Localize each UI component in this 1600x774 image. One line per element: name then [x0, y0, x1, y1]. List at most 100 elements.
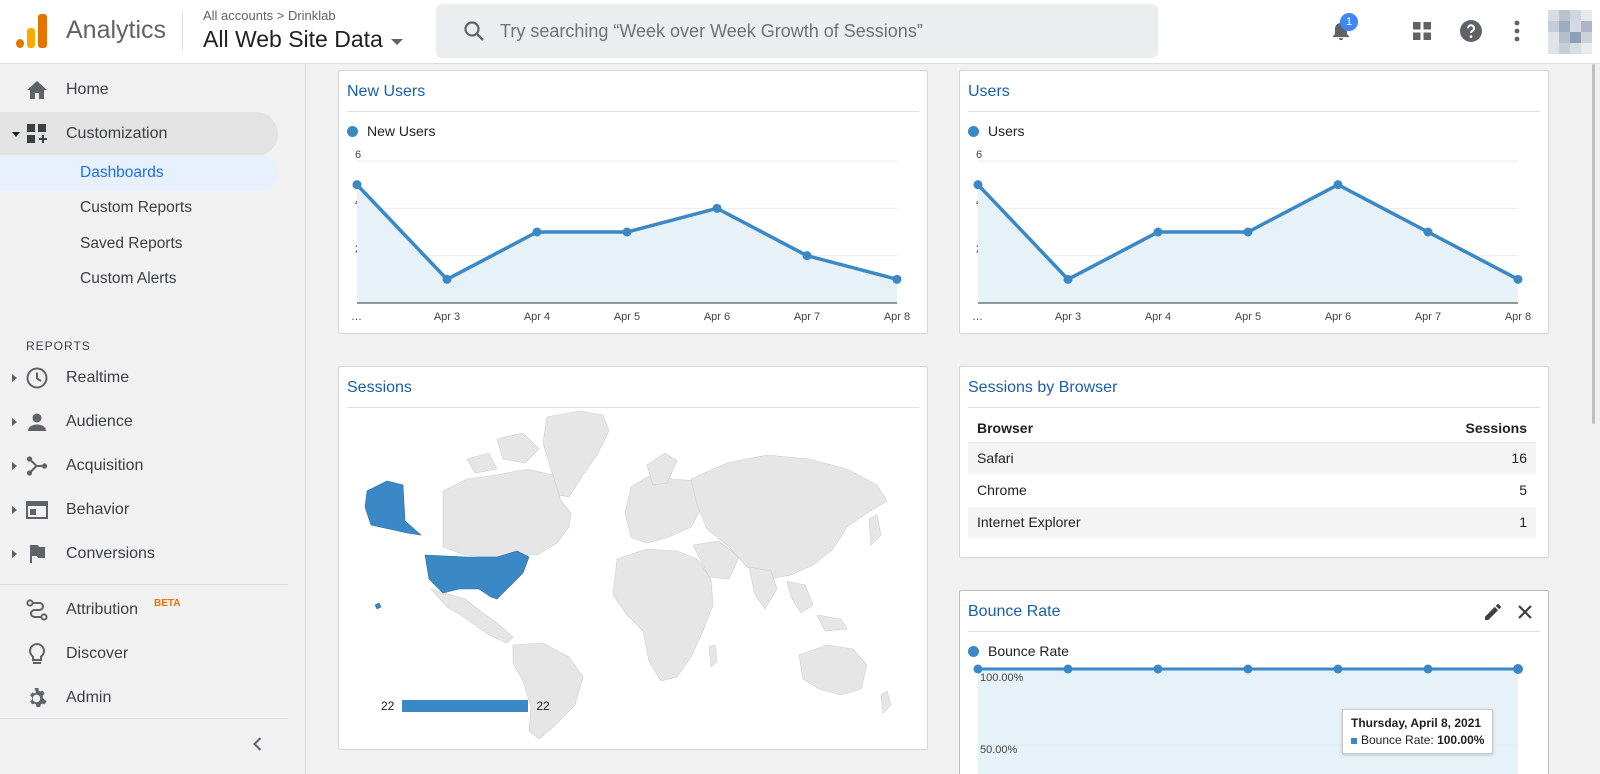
- sidebar-item-custom-alerts[interactable]: Custom Alerts: [0, 261, 278, 297]
- sidebar-item-label: Home: [66, 81, 109, 98]
- sidebar-item-home[interactable]: Home: [0, 68, 278, 112]
- search-icon: [464, 21, 484, 41]
- table-row[interactable]: Chrome 5: [968, 474, 1536, 507]
- widget-title[interactable]: New Users: [347, 83, 426, 100]
- widget-title-divider: [347, 407, 919, 408]
- legend-label: New Users: [367, 123, 436, 139]
- data-point: [1333, 664, 1343, 674]
- x-tick-label: Apr 8: [1505, 311, 1531, 323]
- sessions-world-map[interactable]: [347, 409, 913, 740]
- map-continent-europe: [624, 474, 704, 544]
- avatar[interactable]: [1548, 10, 1592, 54]
- sidebar-item-label: Conversions: [66, 545, 155, 562]
- attribution-icon: [26, 599, 48, 621]
- data-point: [1153, 664, 1163, 674]
- map-arctic-islands: [466, 432, 540, 474]
- y-tick-label: 100.00%: [980, 672, 1024, 684]
- sidebar-item-label: Dashboards: [80, 164, 164, 181]
- breadcrumb-account[interactable]: Drinklab: [287, 8, 336, 23]
- sidebar-item-discover[interactable]: Discover: [0, 632, 278, 676]
- behavior-icon: [26, 499, 48, 521]
- data-point: [1153, 227, 1163, 237]
- x-tick-label: Apr 4: [524, 311, 550, 323]
- sidebar-item-customization[interactable]: Customization: [0, 112, 278, 156]
- search-box[interactable]: [436, 4, 1158, 58]
- sidebar-item-label: Discover: [66, 645, 129, 662]
- more-button[interactable]: [1502, 16, 1532, 46]
- column-header-sessions[interactable]: Sessions: [1311, 415, 1536, 443]
- sidebar-item-custom-reports[interactable]: Custom Reports: [0, 190, 278, 226]
- sidebar-item-acquisition[interactable]: Acquisition: [0, 444, 278, 488]
- data-point: [712, 203, 722, 213]
- notifications-button[interactable]: 1: [1326, 13, 1358, 46]
- chart-legend: New Users: [347, 123, 435, 139]
- widget-title[interactable]: Bounce Rate: [968, 603, 1061, 620]
- series-area: [978, 184, 1518, 303]
- x-tick-label: Apr 7: [1415, 311, 1441, 323]
- map-region-scandinavia: [646, 452, 678, 486]
- expand-arrow-icon: [12, 374, 17, 382]
- x-tick-label: Apr 4: [1145, 311, 1171, 323]
- data-point: [1243, 664, 1253, 674]
- table-row[interactable]: Safari 16: [968, 442, 1536, 475]
- data-point: [1423, 227, 1433, 237]
- sidebar-item-label: Admin: [66, 689, 112, 706]
- column-header-browser[interactable]: Browser: [968, 415, 1312, 443]
- sidebar-item-dashboards[interactable]: Dashboards: [0, 155, 278, 191]
- sidebar-item-label: Custom Reports: [80, 199, 192, 216]
- clock-icon: [26, 367, 48, 389]
- sidebar-divider: [0, 718, 288, 719]
- x-tick-label: Apr 5: [1235, 311, 1261, 323]
- edit-widget-button[interactable]: [1484, 603, 1502, 621]
- notification-badge: 1: [1340, 13, 1358, 31]
- analytics-logo-icon[interactable]: [16, 14, 48, 48]
- data-point: [973, 664, 983, 674]
- search-input[interactable]: [500, 20, 1140, 42]
- widget-title[interactable]: Sessions by Browser: [968, 379, 1118, 396]
- data-point: [892, 274, 902, 284]
- sidebar-item-realtime[interactable]: Realtime: [0, 356, 278, 400]
- x-tick-label: …: [351, 311, 362, 323]
- data-point: [532, 227, 542, 237]
- sidebar-item-saved-reports[interactable]: Saved Reports: [0, 226, 278, 262]
- table-row[interactable]: Internet Explorer 1: [968, 506, 1536, 539]
- sidebar-item-label: Behavior: [66, 501, 130, 518]
- data-point: [622, 227, 632, 237]
- y-tick-label: 6: [355, 149, 361, 161]
- legend-dot: [968, 125, 979, 137]
- account-breadcrumb[interactable]: All accounts > Drinklab: [203, 8, 336, 23]
- legend-dot: [347, 125, 358, 137]
- map-color-legend: 22 22: [381, 699, 550, 713]
- tooltip-series-swatch: [1351, 737, 1357, 744]
- collapse-sidebar-button[interactable]: [250, 736, 270, 756]
- map-country-japan: [868, 514, 882, 546]
- map-country-canada: [442, 468, 572, 558]
- tooltip-label: Bounce Rate:: [1361, 733, 1434, 747]
- view-selector[interactable]: All Web Site Data: [203, 26, 403, 53]
- sidebar-item-behavior[interactable]: Behavior: [0, 488, 278, 532]
- sidebar-item-attribution[interactable]: Attribution BETA: [0, 588, 278, 632]
- lightbulb-icon: [26, 643, 48, 665]
- sidebar-item-label: Audience: [66, 413, 133, 430]
- page-scrollbar[interactable]: [1592, 64, 1595, 424]
- expand-arrow-icon: [12, 550, 17, 558]
- help-button[interactable]: [1456, 16, 1486, 46]
- data-point: [1333, 180, 1343, 190]
- sidebar-item-conversions[interactable]: Conversions: [0, 532, 278, 576]
- data-point: [442, 274, 452, 284]
- data-point: [802, 251, 812, 261]
- widget-title[interactable]: Users: [968, 83, 1010, 100]
- flag-icon: [26, 543, 48, 565]
- tooltip-value: 100.00%: [1437, 733, 1485, 747]
- sidebar-item-admin[interactable]: Admin: [0, 676, 278, 720]
- map-continent-south-america: [512, 642, 584, 740]
- breadcrumb-separator: >: [276, 8, 285, 23]
- widget-title[interactable]: Sessions: [347, 379, 412, 396]
- breadcrumb-all-accounts[interactable]: All accounts: [203, 8, 274, 23]
- sidebar-item-audience[interactable]: Audience: [0, 400, 278, 444]
- delete-widget-button[interactable]: [1516, 603, 1534, 621]
- apps-button[interactable]: [1407, 16, 1437, 46]
